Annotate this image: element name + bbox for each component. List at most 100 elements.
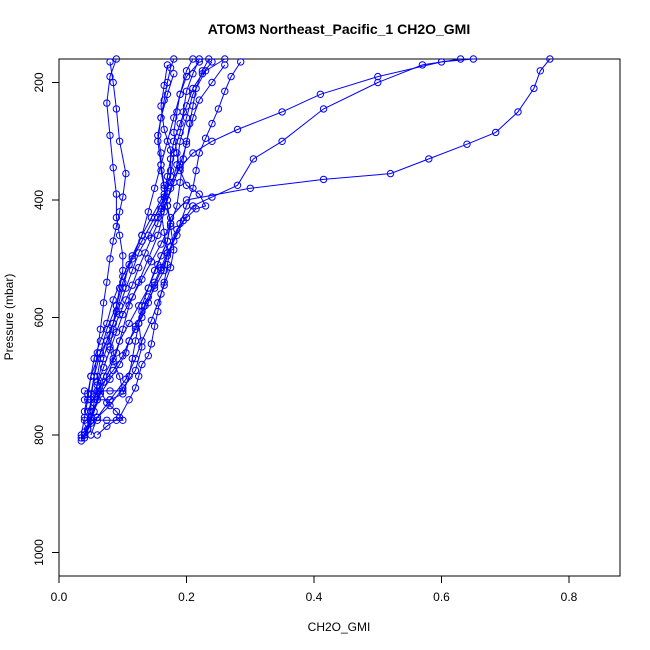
data-point	[189, 114, 197, 122]
profile-series	[80, 55, 178, 404]
data-point	[109, 325, 117, 333]
data-point	[115, 337, 124, 345]
data-point	[386, 169, 395, 178]
data-point	[109, 164, 117, 172]
data-point	[99, 299, 108, 307]
data-point	[182, 87, 191, 96]
data-point	[163, 260, 172, 269]
data-point	[189, 70, 197, 78]
data-point	[173, 108, 181, 116]
data-point	[138, 343, 146, 351]
data-point	[150, 281, 159, 289]
data-point	[93, 372, 102, 380]
data-point	[278, 137, 286, 146]
data-point	[77, 437, 86, 445]
x-tick-label: 0.6	[433, 590, 450, 604]
data-point	[514, 108, 522, 116]
data-point	[138, 275, 146, 283]
profile-line	[90, 73, 175, 436]
profile-line	[87, 58, 461, 412]
data-point	[141, 249, 149, 257]
data-point	[176, 119, 184, 128]
data-point	[195, 149, 204, 157]
data-point	[99, 378, 108, 386]
profile-line	[84, 58, 210, 421]
y-tick-label: 600	[32, 307, 46, 327]
profile-line	[84, 58, 551, 433]
data-point	[157, 205, 165, 213]
data-point	[119, 278, 127, 286]
data-point	[163, 237, 172, 245]
profile-line	[84, 58, 200, 439]
data-point	[106, 375, 114, 383]
y-tick-label: 400	[32, 190, 46, 210]
data-point	[157, 252, 165, 260]
data-point	[103, 278, 111, 286]
data-point	[106, 255, 114, 263]
data-point	[182, 181, 191, 190]
data-point	[119, 387, 127, 395]
data-point	[278, 108, 286, 116]
data-point	[122, 296, 130, 304]
data-point	[189, 184, 197, 193]
data-point	[201, 134, 210, 143]
x-tick-label: 0.2	[178, 590, 195, 604]
data-point	[170, 70, 178, 78]
x-tick-label: 0.8	[561, 590, 578, 604]
data-point	[112, 190, 121, 198]
data-point	[186, 119, 194, 128]
data-point	[80, 387, 89, 395]
profile-series	[80, 55, 213, 424]
profile-series	[80, 55, 229, 439]
data-point	[163, 78, 172, 87]
data-point	[93, 349, 102, 357]
data-point	[195, 96, 204, 104]
data-point	[106, 343, 114, 351]
x-axis-label: CH2O_GMI	[308, 620, 371, 634]
data-point	[103, 337, 111, 345]
data-point	[147, 234, 156, 242]
data-point	[112, 407, 121, 416]
profile-series	[77, 58, 245, 445]
data-point	[93, 387, 102, 395]
profile-series	[80, 55, 554, 436]
profile-line	[80, 58, 474, 436]
data-point	[119, 272, 127, 281]
data-point	[150, 322, 159, 330]
data-point	[80, 431, 89, 439]
data-point	[176, 90, 184, 99]
data-point	[150, 266, 159, 275]
y-tick-label: 800	[32, 425, 46, 445]
data-point	[115, 231, 124, 240]
data-point	[192, 205, 200, 213]
data-point	[192, 166, 200, 175]
data-point	[221, 87, 229, 96]
data-point	[128, 354, 137, 363]
data-point	[154, 213, 162, 222]
data-point	[122, 349, 130, 357]
profile-series	[93, 58, 210, 439]
data-point	[166, 219, 175, 228]
data-point	[90, 407, 98, 416]
data-point	[182, 67, 191, 75]
y-tick-label: 200	[32, 72, 46, 92]
data-point	[227, 72, 235, 81]
data-point	[147, 258, 156, 266]
data-point	[546, 55, 554, 63]
y-tick-label: 1000	[32, 539, 46, 566]
data-point	[109, 237, 117, 245]
profile-line	[87, 61, 127, 424]
data-point	[160, 228, 168, 237]
data-point	[144, 208, 153, 216]
data-point	[125, 372, 133, 380]
data-point	[93, 416, 102, 424]
data-point	[119, 416, 127, 424]
data-point	[128, 293, 137, 301]
x-axis: 0.0 0.2 0.4 0.6 0.8	[51, 575, 578, 604]
data-point	[154, 231, 162, 240]
profile-line	[96, 61, 207, 436]
data-point	[160, 125, 168, 134]
data-point	[109, 78, 117, 87]
y-axis-label: Pressure (mbar)	[2, 274, 16, 361]
data-point	[138, 302, 146, 310]
